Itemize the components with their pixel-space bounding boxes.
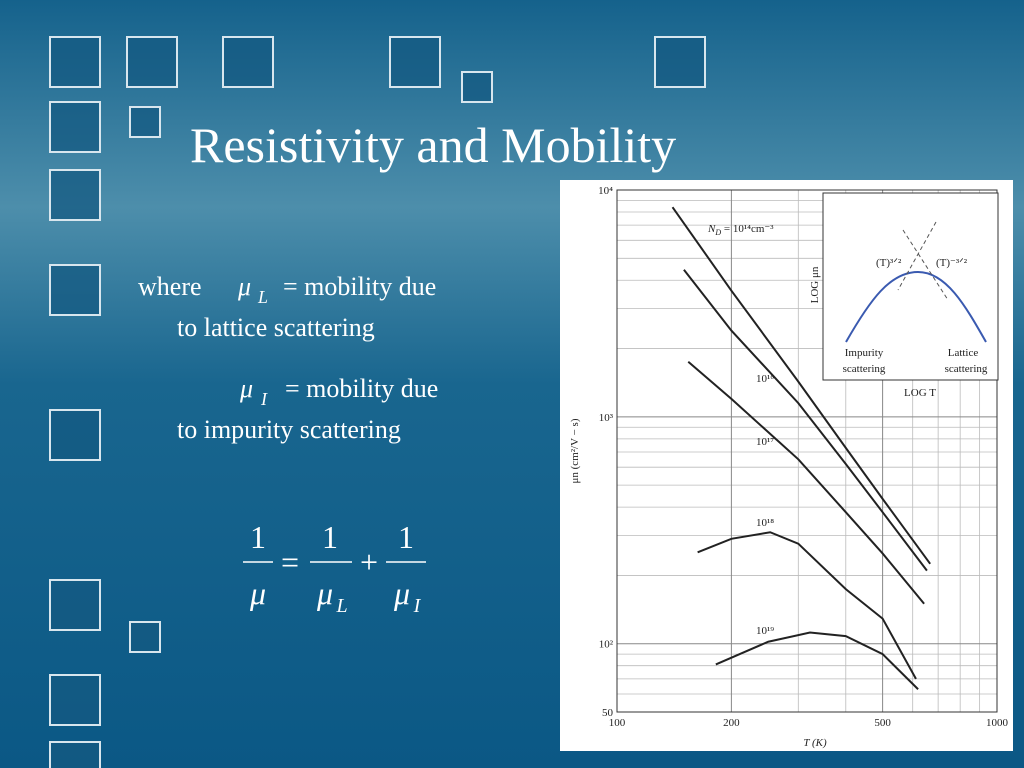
mu-symbol: μ (239, 374, 253, 403)
nd-symbol: N (707, 223, 716, 235)
deco-square (654, 36, 706, 88)
data-line (715, 631, 919, 690)
denominator: μ (249, 575, 266, 611)
data-line (683, 269, 928, 572)
deco-square (126, 36, 178, 88)
definition: to lattice scattering (177, 313, 375, 342)
y-tick-label: 10³ (599, 412, 614, 424)
inset-y-label: LOG μn (809, 266, 821, 303)
deco-square (49, 264, 101, 316)
equals: = (281, 544, 299, 580)
x-tick-label: 500 (874, 717, 891, 729)
denominator: μ (316, 575, 333, 611)
data-line (697, 531, 917, 680)
deco-square (49, 101, 101, 153)
inset-annotation: Impurity (845, 347, 884, 359)
deco-square (222, 36, 274, 88)
inset-annotation: scattering (945, 363, 988, 375)
series-label: 10¹⁷ (756, 436, 774, 448)
denominator: μ (393, 575, 410, 611)
series-label: 10¹⁶ (756, 373, 774, 385)
plot-frame (616, 189, 998, 713)
deco-square (461, 71, 493, 103)
series-label: 10¹⁹ (756, 625, 774, 637)
deco-square (389, 36, 441, 88)
y-tick-label: 50 (602, 707, 614, 719)
deco-square (49, 409, 101, 461)
plus: + (360, 544, 378, 580)
definition: to impurity scattering (177, 415, 401, 444)
numerator: 1 (398, 519, 414, 555)
deco-square (129, 621, 161, 653)
deco-square (49, 36, 101, 88)
inset: LOG μn LOG T (T)³ᐟ² (T)⁻³ᐟ² Impurity sca… (809, 192, 999, 399)
mu-sub: I (260, 389, 268, 409)
inset-asymptote (897, 221, 937, 291)
deco-square (49, 579, 101, 631)
deco-square (49, 674, 101, 726)
slide-title: Resistivity and Mobility (190, 117, 676, 173)
x-tick-label: 100 (609, 717, 626, 729)
inset-annotation: scattering (843, 363, 886, 375)
inset-annotation: (T)⁻³ᐟ² (936, 257, 968, 269)
definition: = mobility due (283, 272, 436, 301)
deco-square (49, 169, 101, 221)
subscript: L (335, 595, 347, 617)
definition: = mobility due (285, 374, 438, 403)
mu-symbol: μ (237, 272, 251, 301)
series-label: 10¹⁸ (756, 517, 774, 529)
chart: 50 10² 10³ 10⁴ 100 200 500 1000 T (K) μn (cm²/V −… (569, 185, 1009, 749)
where: where (138, 272, 202, 301)
equation: 1 μ = 1 μ L + 1 μ I (243, 519, 426, 617)
inset-frame (822, 192, 999, 381)
x-tick-label: 1000 (986, 717, 1009, 729)
series-name: 10¹⁴cm⁻³ (733, 223, 774, 235)
x-tick-label: 200 (723, 717, 740, 729)
mu-sub: L (257, 287, 268, 307)
series-label: ND = 10¹⁴cm⁻³ (707, 223, 774, 237)
y-tick-label: 10⁴ (598, 185, 613, 197)
deco-square (49, 741, 101, 768)
nd-sub: D (714, 228, 721, 237)
y-axis-label: μn (cm²/V − s) (569, 418, 581, 483)
data-line (687, 360, 925, 605)
subscript: I (413, 595, 422, 617)
inset-annotation: (T)³ᐟ² (876, 257, 902, 269)
numerator: 1 (322, 519, 338, 555)
inset-curve (845, 270, 987, 343)
data-line (671, 206, 931, 565)
deco-square (129, 106, 161, 138)
x-axis-label: T (K) (803, 737, 827, 749)
numerator: 1 (250, 519, 266, 555)
y-tick-label: 10² (599, 639, 614, 651)
definitions: where μ L = mobility due to lattice scat… (138, 272, 438, 444)
nd-eq: = (721, 223, 733, 235)
inset-annotation: Lattice (948, 347, 979, 359)
inset-x-label: LOG T (904, 387, 936, 399)
decoration (49, 36, 706, 768)
